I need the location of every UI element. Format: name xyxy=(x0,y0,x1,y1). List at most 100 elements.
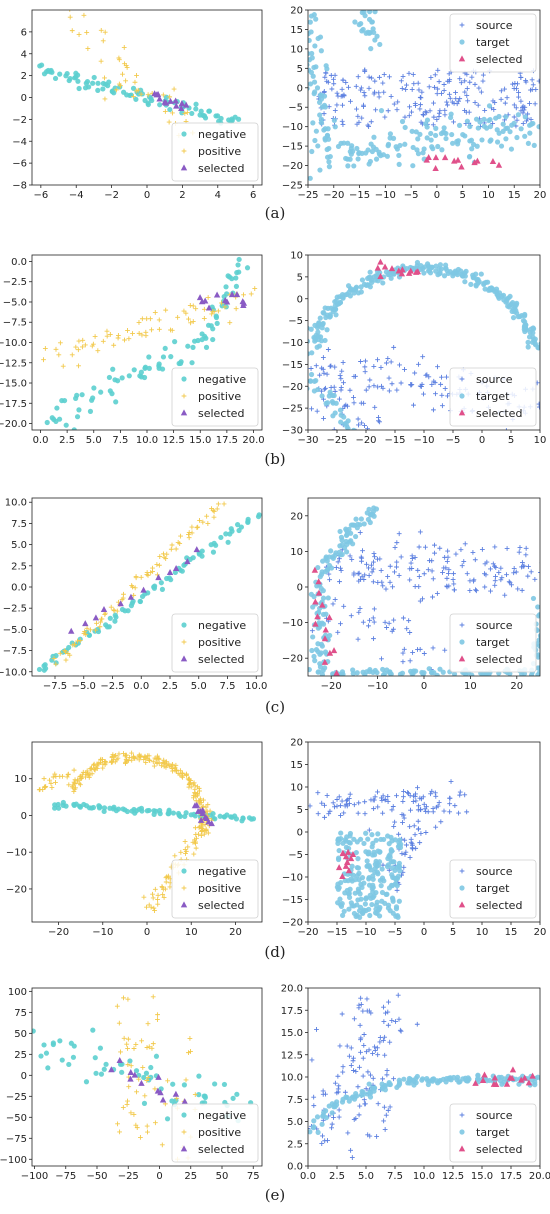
point-target xyxy=(343,838,349,844)
point-negative xyxy=(107,615,113,621)
point-source xyxy=(377,1035,383,1040)
point-target xyxy=(376,859,383,865)
point-target xyxy=(378,883,384,889)
point-negative xyxy=(91,74,97,81)
point-source xyxy=(502,592,508,598)
point-source xyxy=(347,801,352,807)
point-positive xyxy=(72,4,77,9)
point-positive xyxy=(82,342,88,348)
y-tick-label: 0 xyxy=(297,583,303,594)
point-negative xyxy=(113,399,119,405)
point-negative xyxy=(76,85,82,92)
point-negative xyxy=(208,323,214,329)
point-negative xyxy=(60,799,66,806)
point-source xyxy=(432,72,438,78)
point-target xyxy=(387,272,393,278)
point-selected xyxy=(339,849,347,856)
point-target xyxy=(396,1077,402,1083)
point-negative xyxy=(157,102,163,108)
point-target xyxy=(337,896,343,902)
point-source xyxy=(372,554,377,560)
point-selected xyxy=(82,620,89,627)
point-selected xyxy=(205,304,213,311)
point-source xyxy=(520,121,526,126)
point-source xyxy=(421,571,427,577)
point-selected xyxy=(412,268,420,275)
y-tick-label: 0 xyxy=(297,294,303,305)
point-positive xyxy=(178,533,183,539)
point-source xyxy=(423,372,429,378)
point-source xyxy=(435,803,441,809)
y-tick-label: −30 xyxy=(282,426,303,437)
point-negative xyxy=(225,539,231,545)
point-source xyxy=(518,98,524,104)
point-source xyxy=(340,1064,346,1070)
legend-marker-selected xyxy=(458,655,466,662)
point-negative xyxy=(228,526,234,532)
point-source xyxy=(375,804,381,810)
legend-label-source: source xyxy=(476,619,513,632)
point-target xyxy=(537,633,540,639)
point-target xyxy=(468,281,474,287)
point-source xyxy=(407,855,413,860)
point-source xyxy=(335,629,341,635)
point-source xyxy=(453,551,459,557)
y-tick-label: −5 xyxy=(288,850,303,861)
point-source xyxy=(382,1052,388,1058)
point-negative xyxy=(50,1040,56,1046)
point-selected xyxy=(330,647,338,654)
point-source xyxy=(528,87,533,93)
point-source xyxy=(336,1083,342,1089)
point-positive xyxy=(186,316,191,322)
point-source xyxy=(465,98,471,104)
point-target xyxy=(323,1108,329,1114)
point-source xyxy=(446,571,451,576)
point-target xyxy=(355,856,361,862)
point-positive xyxy=(102,75,107,81)
plot-area xyxy=(36,750,257,913)
x-tick-label: 2.5 xyxy=(59,435,75,446)
point-positive xyxy=(150,994,156,1000)
point-negative xyxy=(214,320,220,326)
point-source xyxy=(362,364,368,370)
point-source xyxy=(518,74,524,80)
point-positive xyxy=(205,521,211,526)
point-target xyxy=(315,609,322,616)
x-tick-label: −25 xyxy=(326,435,347,446)
point-source xyxy=(361,1032,367,1037)
point-target xyxy=(396,898,402,904)
point-source xyxy=(334,803,340,809)
x-tick-label: 10.0 xyxy=(136,435,158,446)
point-target xyxy=(486,1077,493,1084)
legend-box xyxy=(171,122,259,182)
point-positive xyxy=(102,96,108,102)
point-positive xyxy=(128,1063,134,1069)
legend-marker-selected xyxy=(458,1145,466,1152)
point-source xyxy=(398,554,404,560)
point-target xyxy=(527,130,533,136)
point-positive xyxy=(209,311,215,317)
point-positive xyxy=(108,760,114,765)
point-selected xyxy=(178,105,185,112)
point-source xyxy=(395,99,401,105)
x-tick-label: 75 xyxy=(247,1171,260,1182)
point-source xyxy=(413,798,419,804)
point-target xyxy=(311,64,317,71)
point-negative xyxy=(100,86,106,92)
point-positive xyxy=(122,337,127,343)
point-positive xyxy=(155,1017,160,1022)
point-target xyxy=(405,1080,411,1086)
point-source xyxy=(375,1052,381,1058)
point-source xyxy=(320,366,326,372)
point-source xyxy=(401,646,407,652)
point-source xyxy=(340,77,346,83)
point-source xyxy=(322,814,327,820)
point-target xyxy=(390,135,397,141)
point-target xyxy=(376,913,383,919)
point-source xyxy=(344,803,350,809)
point-source xyxy=(402,114,408,120)
point-source xyxy=(417,840,423,846)
point-target xyxy=(354,670,360,676)
point-target xyxy=(311,1118,317,1124)
point-target xyxy=(399,118,406,125)
